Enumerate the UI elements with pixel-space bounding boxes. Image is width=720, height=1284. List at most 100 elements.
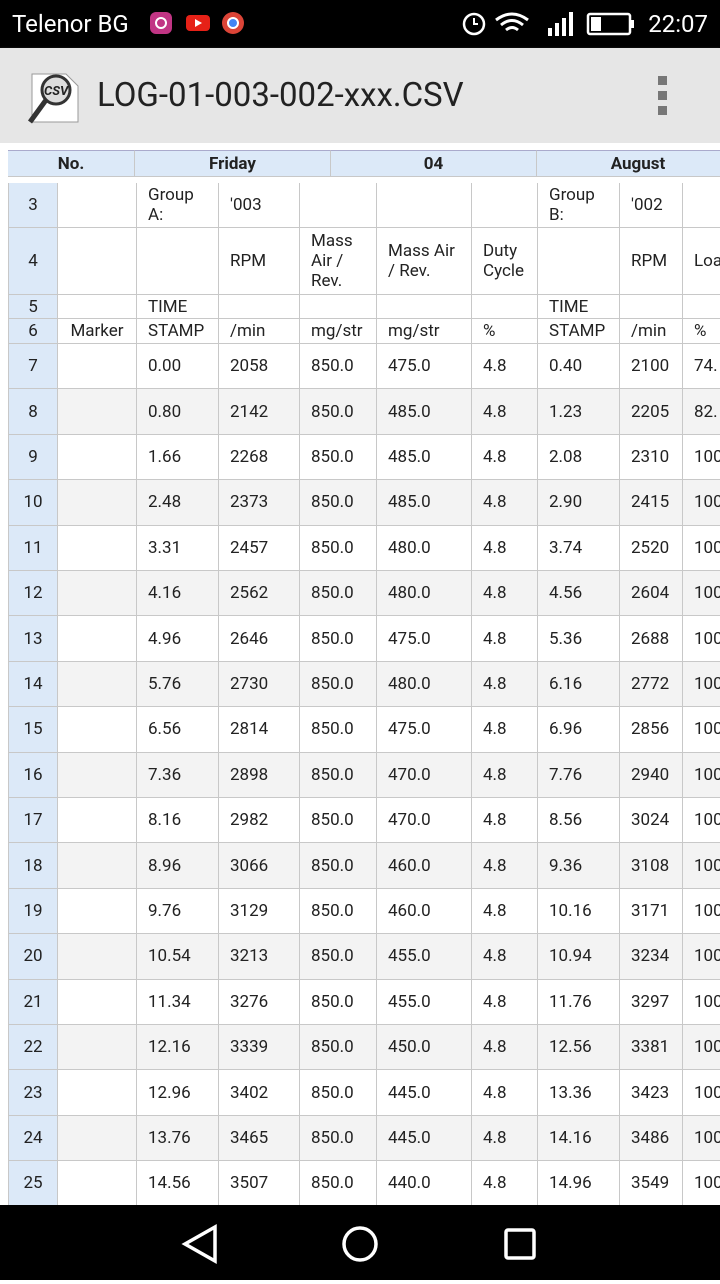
cell: 2520 bbox=[620, 525, 683, 571]
cell bbox=[58, 752, 137, 798]
cell: 3108 bbox=[620, 843, 683, 889]
cell: 100 bbox=[683, 980, 720, 1025]
header-cell: 04 bbox=[331, 150, 537, 177]
cell: 475.0 bbox=[377, 707, 472, 753]
cell: 100 bbox=[683, 1161, 720, 1205]
row-number: 7 bbox=[8, 344, 58, 390]
cell bbox=[58, 228, 137, 295]
cell: 6.16 bbox=[538, 661, 620, 708]
cell: 4.8 bbox=[472, 798, 538, 844]
cell: 4.8 bbox=[472, 979, 538, 1025]
row-number: 14 bbox=[8, 661, 58, 708]
cell: 4.8 bbox=[472, 843, 538, 889]
cell: 13.76 bbox=[137, 1115, 219, 1162]
cell bbox=[58, 183, 137, 228]
cell: 850.0 bbox=[300, 707, 377, 753]
cell: Duty Cycle bbox=[472, 228, 538, 295]
cell: 100 bbox=[683, 661, 720, 708]
clock: 22:07 bbox=[648, 10, 708, 38]
row-number: 19 bbox=[8, 888, 58, 935]
cell: 14.16 bbox=[538, 1115, 620, 1162]
cell: 100 bbox=[683, 616, 720, 662]
back-button[interactable] bbox=[181, 1223, 217, 1265]
cell: 100 bbox=[683, 526, 720, 571]
cell bbox=[300, 183, 377, 228]
cell bbox=[58, 979, 137, 1025]
cell: 9.76 bbox=[137, 888, 219, 935]
cell bbox=[137, 228, 219, 295]
cell: 14.96 bbox=[538, 1161, 620, 1205]
cell: Loa bbox=[683, 228, 720, 295]
cell: 3402 bbox=[219, 1070, 300, 1116]
cell: 470.0 bbox=[377, 752, 472, 798]
row-number: 10 bbox=[8, 480, 58, 526]
cell: 2142 bbox=[219, 389, 300, 435]
cell: 2310 bbox=[620, 434, 683, 481]
cell: 4.8 bbox=[472, 616, 538, 662]
cell: 4.56 bbox=[538, 571, 620, 617]
cell: 1.23 bbox=[538, 389, 620, 435]
cell: 850.0 bbox=[300, 1115, 377, 1162]
row-number: 18 bbox=[8, 843, 58, 889]
cell: 3381 bbox=[620, 1025, 683, 1071]
cell bbox=[58, 571, 137, 617]
cell: 4.8 bbox=[472, 434, 538, 481]
row-number: 9 bbox=[8, 434, 58, 481]
cell: 850.0 bbox=[300, 752, 377, 798]
cell: 100 bbox=[683, 1115, 720, 1162]
cell: % bbox=[683, 319, 720, 344]
recents-button[interactable] bbox=[504, 1228, 536, 1260]
spreadsheet: No. Friday 04 August 3 Group A: '003 Group B: '0… bbox=[0, 143, 720, 1205]
cell: mg/str bbox=[300, 319, 377, 344]
cell: 4.8 bbox=[472, 344, 538, 390]
cell bbox=[620, 295, 683, 319]
home-button[interactable] bbox=[342, 1226, 378, 1262]
cell: 100 bbox=[683, 1025, 720, 1071]
cell: Mass Air / Rev. bbox=[377, 228, 472, 295]
cell: 2856 bbox=[620, 707, 683, 753]
header-cell: August bbox=[537, 150, 720, 177]
cell: mg/str bbox=[377, 319, 472, 344]
cell: 4.8 bbox=[472, 888, 538, 935]
cell: 4.8 bbox=[472, 1161, 538, 1205]
cell: 100 bbox=[683, 843, 720, 889]
cell bbox=[472, 295, 538, 319]
cell: 450.0 bbox=[377, 1025, 472, 1071]
row-number: 20 bbox=[8, 934, 58, 980]
cell: 480.0 bbox=[377, 525, 472, 571]
cell bbox=[58, 344, 137, 390]
cell bbox=[58, 843, 137, 889]
cell: 5.36 bbox=[538, 616, 620, 662]
cell: 2.90 bbox=[538, 480, 620, 526]
cell: 4.8 bbox=[472, 934, 538, 980]
row-number: 23 bbox=[8, 1070, 58, 1116]
cell: 850.0 bbox=[300, 389, 377, 435]
cell: 8.96 bbox=[137, 843, 219, 889]
cell: 100 bbox=[683, 752, 720, 798]
cell bbox=[219, 295, 300, 319]
cell: 2457 bbox=[219, 525, 300, 571]
cell bbox=[58, 1025, 137, 1071]
cell: 850.0 bbox=[300, 571, 377, 617]
cell bbox=[58, 480, 137, 526]
cell: 460.0 bbox=[377, 888, 472, 935]
cell: 3129 bbox=[219, 888, 300, 935]
cell: 480.0 bbox=[377, 571, 472, 617]
row-number: 3 bbox=[8, 183, 58, 228]
cell: STAMP bbox=[137, 319, 219, 344]
cell bbox=[58, 707, 137, 753]
cell: 10.54 bbox=[137, 934, 219, 980]
cell: 2.48 bbox=[137, 480, 219, 526]
cell: 4.8 bbox=[472, 389, 538, 435]
cell: /min bbox=[219, 319, 300, 344]
overflow-menu[interactable] bbox=[654, 74, 674, 118]
cell: 3549 bbox=[620, 1161, 683, 1205]
cell bbox=[58, 888, 137, 935]
cell: 6.56 bbox=[137, 707, 219, 753]
cell: 850.0 bbox=[300, 1070, 377, 1116]
cell: 74. bbox=[683, 344, 720, 390]
row-number: 15 bbox=[8, 707, 58, 753]
cell: '002 bbox=[620, 183, 683, 228]
cell: 850.0 bbox=[300, 480, 377, 526]
cell: 12.56 bbox=[538, 1025, 620, 1071]
